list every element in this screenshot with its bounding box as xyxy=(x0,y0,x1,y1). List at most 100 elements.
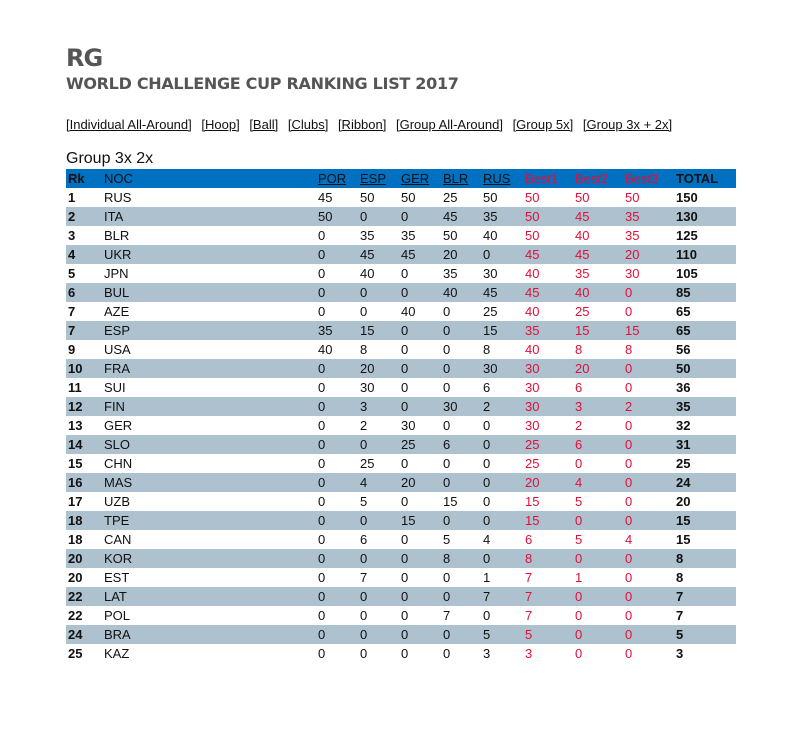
cell-rus: 35 xyxy=(483,209,498,224)
cell-rank: 18 xyxy=(68,513,83,528)
nav-link-group-all-around[interactable]: [Group All-Around] xyxy=(395,117,503,132)
cell-total: 3 xyxy=(676,646,684,661)
cell-best1: 30 xyxy=(525,399,540,414)
category-nav: [Individual All-Around] [Hoop] [Ball] [C… xyxy=(66,117,678,132)
cell-ger: 30 xyxy=(401,418,416,433)
cell-ger: 0 xyxy=(401,399,409,414)
cell-best3: 0 xyxy=(625,570,633,585)
cell-best3: 15 xyxy=(625,323,640,338)
table-row: 14 SLO 0 0 25 6 0 25 6 0 31 xyxy=(66,435,736,454)
cell-rus: 25 xyxy=(483,304,498,319)
cell-por: 0 xyxy=(318,380,326,395)
header-blr-link[interactable]: BLR xyxy=(443,171,469,186)
table-row: 22 POL 0 0 0 7 0 7 0 0 7 xyxy=(66,606,736,625)
cell-ger: 0 xyxy=(401,608,409,623)
cell-por: 35 xyxy=(318,323,333,338)
cell-best3: 50 xyxy=(625,190,640,205)
cell-por: 0 xyxy=(318,266,326,281)
cell-rank: 24 xyxy=(68,627,83,642)
table-row: 15 CHN 0 25 0 0 0 25 0 0 25 xyxy=(66,454,736,473)
cell-ger: 0 xyxy=(401,456,409,471)
cell-rank: 25 xyxy=(68,646,83,661)
cell-esp: 0 xyxy=(360,589,368,604)
cell-total: 56 xyxy=(676,342,691,357)
cell-blr: 0 xyxy=(443,323,451,338)
cell-ger: 20 xyxy=(401,475,416,490)
cell-best1: 50 xyxy=(525,209,540,224)
nav-link-ball[interactable]: [Ball] xyxy=(249,117,279,132)
cell-best1: 35 xyxy=(525,323,540,338)
table-row: 20 EST 0 7 0 0 1 7 1 0 8 xyxy=(66,568,736,587)
table-row: 9 USA 40 8 0 0 8 40 8 8 56 xyxy=(66,340,736,359)
cell-best1: 5 xyxy=(525,627,533,642)
cell-esp: 40 xyxy=(360,266,375,281)
cell-ger: 45 xyxy=(401,247,416,262)
header-rus-link[interactable]: RUS xyxy=(483,171,511,186)
cell-por: 0 xyxy=(318,418,326,433)
cell-total: 7 xyxy=(676,589,684,604)
cell-total: 15 xyxy=(676,532,691,547)
cell-total: 32 xyxy=(676,418,691,433)
table-row: 20 KOR 0 0 0 8 0 8 0 0 8 xyxy=(66,549,736,568)
cell-best1: 3 xyxy=(525,646,533,661)
cell-blr: 0 xyxy=(443,513,451,528)
cell-por: 0 xyxy=(318,228,326,243)
table-row: 17 UZB 0 5 0 15 0 15 5 0 20 xyxy=(66,492,736,511)
cell-blr: 20 xyxy=(443,247,458,262)
cell-rank: 2 xyxy=(68,209,76,224)
header-ger-link[interactable]: GER xyxy=(401,171,430,186)
header-por-link[interactable]: POR xyxy=(318,171,347,186)
cell-rank: 6 xyxy=(68,285,76,300)
cell-rank: 18 xyxy=(68,532,83,547)
cell-best1: 7 xyxy=(525,570,533,585)
table-row: 10 FRA 0 20 0 0 30 30 20 0 50 xyxy=(66,359,736,378)
cell-noc: ITA xyxy=(104,209,124,224)
cell-blr: 40 xyxy=(443,285,458,300)
cell-total: 125 xyxy=(676,228,698,243)
header-esp-link[interactable]: ESP xyxy=(360,171,387,186)
cell-best3: 0 xyxy=(625,494,633,509)
cell-total: 130 xyxy=(676,209,698,224)
cell-por: 0 xyxy=(318,532,326,547)
cell-best2: 35 xyxy=(575,266,590,281)
cell-best3: 4 xyxy=(625,532,633,547)
cell-best1: 45 xyxy=(525,285,540,300)
cell-best2: 5 xyxy=(575,494,583,509)
cell-blr: 0 xyxy=(443,646,451,661)
cell-blr: 45 xyxy=(443,209,458,224)
cell-rus: 0 xyxy=(483,247,491,262)
cell-best3: 0 xyxy=(625,437,633,452)
table-body: 1 RUS 45 50 50 25 50 50 50 50 150 2 ITA 50 0 0 45 35 50 45 3… xyxy=(66,188,736,663)
nav-link-individual-all-around[interactable]: [Individual All-Around] xyxy=(66,117,192,132)
cell-best1: 30 xyxy=(525,380,540,395)
cell-best1: 20 xyxy=(525,475,540,490)
nav-link-clubs[interactable]: [Clubs] xyxy=(287,117,329,132)
cell-best3: 0 xyxy=(625,380,633,395)
cell-blr: 0 xyxy=(443,380,451,395)
cell-esp: 30 xyxy=(360,380,375,395)
cell-por: 0 xyxy=(318,304,326,319)
cell-best2: 0 xyxy=(575,456,583,471)
cell-blr: 15 xyxy=(443,494,458,509)
table-row: 12 FIN 0 3 0 30 2 30 3 2 35 xyxy=(66,397,736,416)
table-row: 6 BUL 0 0 0 40 45 45 40 0 85 xyxy=(66,283,736,302)
cell-esp: 25 xyxy=(360,456,375,471)
nav-link-group-5x[interactable]: [Group 5x] xyxy=(512,117,574,132)
table-row: 4 UKR 0 45 45 20 0 45 45 20 110 xyxy=(66,245,736,264)
cell-noc: USA xyxy=(104,342,131,357)
nav-link-group-3x-2x[interactable]: [Group 3x + 2x] xyxy=(582,117,673,132)
nav-link-hoop[interactable]: [Hoop] xyxy=(201,117,240,132)
cell-total: 8 xyxy=(676,551,684,566)
cell-esp: 0 xyxy=(360,285,368,300)
cell-noc: BLR xyxy=(104,228,130,243)
cell-esp: 0 xyxy=(360,551,368,566)
cell-noc: ESP xyxy=(104,323,131,338)
header-total: TOTAL xyxy=(676,171,719,186)
nav-link-ribbon[interactable]: [Ribbon] xyxy=(337,117,387,132)
cell-best2: 15 xyxy=(575,323,590,338)
table-row: 5 JPN 0 40 0 35 30 40 35 30 105 xyxy=(66,264,736,283)
cell-ger: 0 xyxy=(401,532,409,547)
cell-rank: 10 xyxy=(68,361,83,376)
cell-best3: 0 xyxy=(625,285,633,300)
cell-rus: 30 xyxy=(483,361,498,376)
